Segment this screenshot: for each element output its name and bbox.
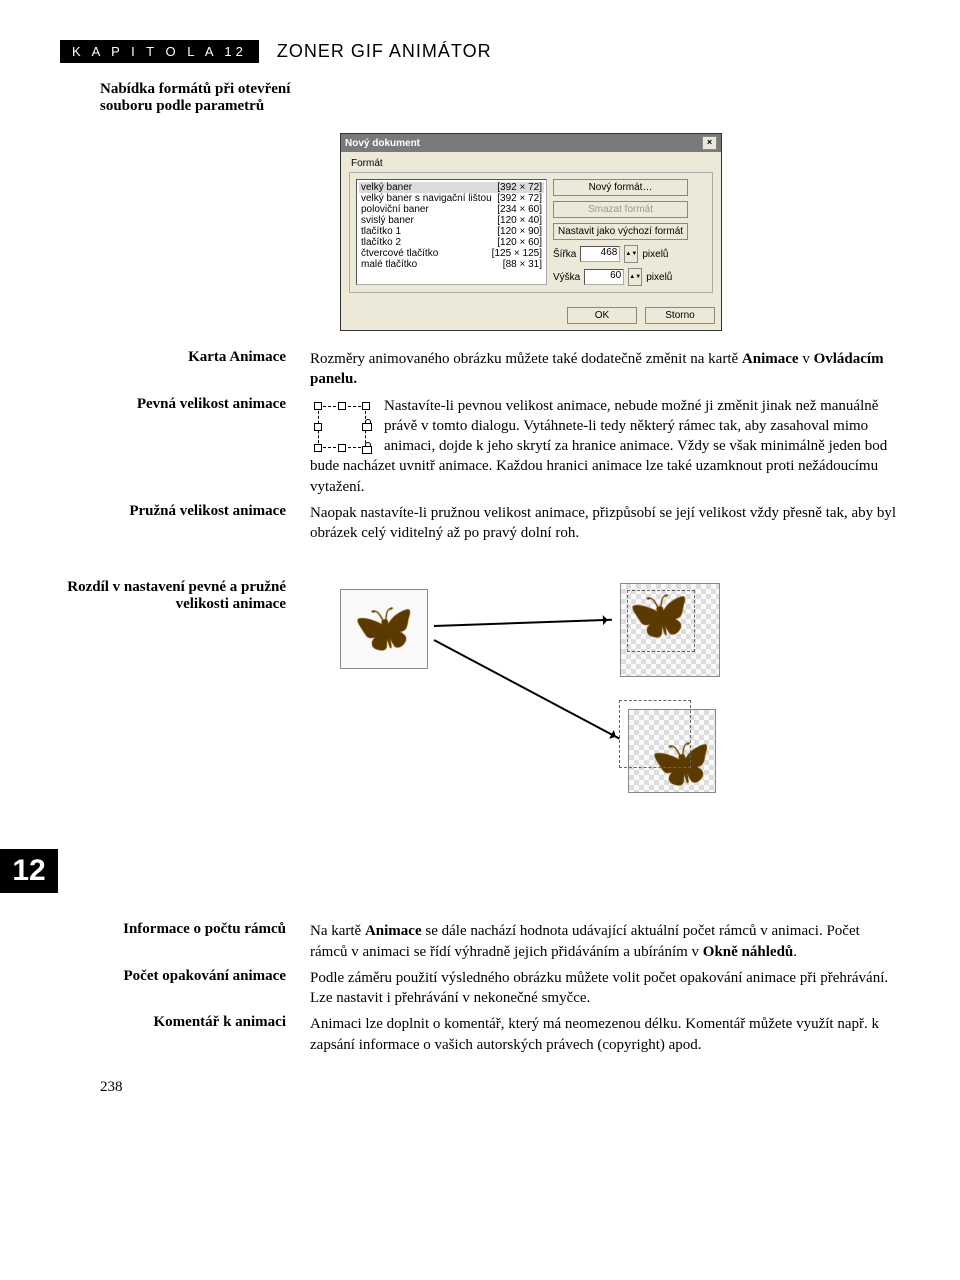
- margin-label: Informace o počtu rámců: [60, 921, 310, 962]
- spinner-icon[interactable]: ▲▼: [624, 245, 638, 263]
- spinner-icon[interactable]: ▲▼: [628, 268, 642, 286]
- comparison-figure: 🦋 🦋 🦋: [310, 589, 900, 809]
- chapter-title: ZONER GIF ANIMÁTOR: [277, 41, 492, 62]
- list-item: velký baner[392 × 72]: [359, 182, 544, 193]
- margin-label: Komentář k animaci: [60, 1014, 310, 1055]
- frame-fixed: 🦋: [340, 589, 428, 669]
- page-header: K A P I T O L A 12 ZONER GIF ANIMÁTOR: [60, 40, 900, 63]
- figure-caption-1: Nabídka formátů při otevření souboru pod…: [100, 81, 320, 115]
- list-item: tlačítko 2[120 × 60]: [359, 237, 544, 248]
- margin-label: Pružná velikost animace: [60, 503, 310, 544]
- margin-label: Karta Animace: [60, 349, 310, 390]
- list-item: malé tlačítko[88 × 31]: [359, 259, 544, 270]
- selection-handles-icon: [310, 398, 374, 456]
- arrow-icon: [434, 639, 620, 739]
- chapter-number-badge: 12: [0, 849, 58, 893]
- height-input[interactable]: 60: [584, 269, 624, 285]
- body-text: Na kartě Animace se dále nachází hodnota…: [310, 921, 900, 962]
- group-label: Formát: [351, 158, 713, 169]
- margin-label: Pevná velikost animace: [60, 396, 310, 497]
- margin-label: Počet opakování animace: [60, 968, 310, 1009]
- ok-button[interactable]: OK: [567, 307, 637, 324]
- body-text: Naopak nastavíte-li pružnou velikost ani…: [310, 503, 900, 544]
- width-row: Šířka 468 ▲▼ pixelů: [553, 245, 688, 263]
- delete-format-button[interactable]: Smazat formát: [553, 201, 688, 218]
- arrow-icon: [434, 619, 612, 627]
- body-text: Animaci lze doplnit o komentář, který má…: [310, 1014, 900, 1055]
- list-item: tlačítko 1[120 × 90]: [359, 226, 544, 237]
- close-icon[interactable]: ×: [702, 136, 717, 150]
- width-input[interactable]: 468: [580, 246, 620, 262]
- list-item: velký baner s navigační lištou[392 × 72]: [359, 193, 544, 204]
- height-row: Výška 60 ▲▼ pixelů: [553, 268, 688, 286]
- margin-label: Rozdíl v nastavení pevné a pružné veliko…: [60, 579, 310, 809]
- list-item: poloviční baner[234 × 60]: [359, 204, 544, 215]
- frame-fixed-result: 🦋: [620, 583, 720, 677]
- dialog-screenshot: Nový dokument × Formát velký baner[392 ×…: [340, 133, 900, 331]
- list-item: svislý baner[120 × 40]: [359, 215, 544, 226]
- list-item: čtvercové tlačítko[125 × 125]: [359, 248, 544, 259]
- body-text: Podle záměru použití výsledného obrázku …: [310, 968, 900, 1009]
- frame-flex-result: 🦋: [628, 709, 716, 793]
- new-format-button[interactable]: Nový formát…: [553, 179, 688, 196]
- default-format-button[interactable]: Nastavit jako výchozí formát: [553, 223, 688, 240]
- body-text: Nastavíte-li pevnou velikost animace, ne…: [310, 396, 900, 497]
- chapter-box: K A P I T O L A 12: [60, 40, 259, 63]
- body-text: Rozměry animovaného obrázku můžete také …: [310, 349, 900, 390]
- dialog-title: Nový dokument: [345, 138, 420, 149]
- cancel-button[interactable]: Storno: [645, 307, 715, 324]
- page-number: 238: [100, 1079, 900, 1096]
- butterfly-icon: 🦋: [354, 605, 414, 653]
- format-list[interactable]: velký baner[392 × 72] velký baner s navi…: [356, 179, 547, 285]
